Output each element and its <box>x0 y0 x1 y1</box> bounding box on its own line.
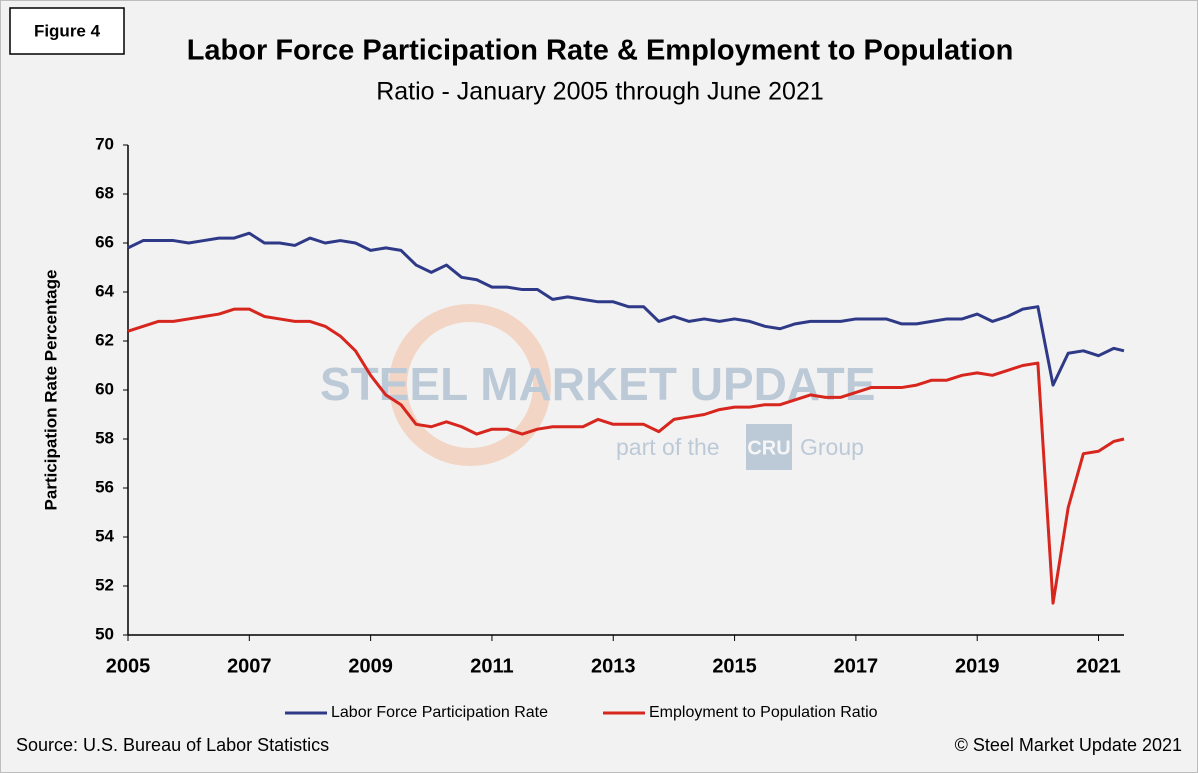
x-tick-label: 2019 <box>955 655 1000 677</box>
watermark-logo <box>389 304 551 466</box>
y-tick-label: 68 <box>95 183 114 202</box>
y-tick-label: 64 <box>95 281 114 300</box>
y-tick-label: 54 <box>95 526 114 545</box>
x-tick-label: 2011 <box>470 655 513 677</box>
y-tick-label: 70 <box>95 134 114 153</box>
figure-label: Figure 4 <box>34 21 101 40</box>
series-line <box>127 307 1125 605</box>
x-tick-label: 2005 <box>106 655 151 677</box>
legend-label: Labor Force Participation Rate <box>331 704 548 721</box>
x-tick-label: 2007 <box>227 655 272 677</box>
watermark-cru: CRU <box>747 437 790 459</box>
legend-label: Employment to Population Ratio <box>649 704 878 721</box>
y-tick-label: 60 <box>95 379 114 398</box>
x-tick-label: 2017 <box>834 655 879 677</box>
x-tick-label: 2015 <box>712 655 757 677</box>
x-tick-label: 2013 <box>591 655 636 677</box>
y-tick-label: 62 <box>95 330 114 349</box>
watermark: STEEL MARKET UPDATE part of the CRU Grou… <box>320 304 875 470</box>
chart-subtitle: Ratio - January 2005 through June 2021 <box>376 78 824 106</box>
watermark-text: Group <box>800 434 864 460</box>
watermark-box <box>746 424 792 470</box>
copyright: © Steel Market Update 2021 <box>955 735 1182 755</box>
x-tick-label: 2021 <box>1076 655 1121 677</box>
watermark-brand: STEEL MARKET UPDATE <box>320 358 875 410</box>
y-tick-label: 52 <box>95 575 114 594</box>
source: Source: U.S. Bureau of Labor Statistics <box>16 735 329 755</box>
figure-box <box>9 7 125 55</box>
y-tick-label: 56 <box>95 477 114 496</box>
chart-title: Labor Force Participation Rate & Employm… <box>187 35 1014 67</box>
y-tick-label: 66 <box>95 232 114 251</box>
y-tick-label: 50 <box>95 624 114 643</box>
watermark-text: part of the <box>616 434 720 460</box>
y-tick-label: 58 <box>95 428 114 447</box>
x-tick-label: 2009 <box>348 655 393 677</box>
series-line <box>127 231 1125 387</box>
y-axis-label: Participation Rate Percentage <box>41 270 60 511</box>
